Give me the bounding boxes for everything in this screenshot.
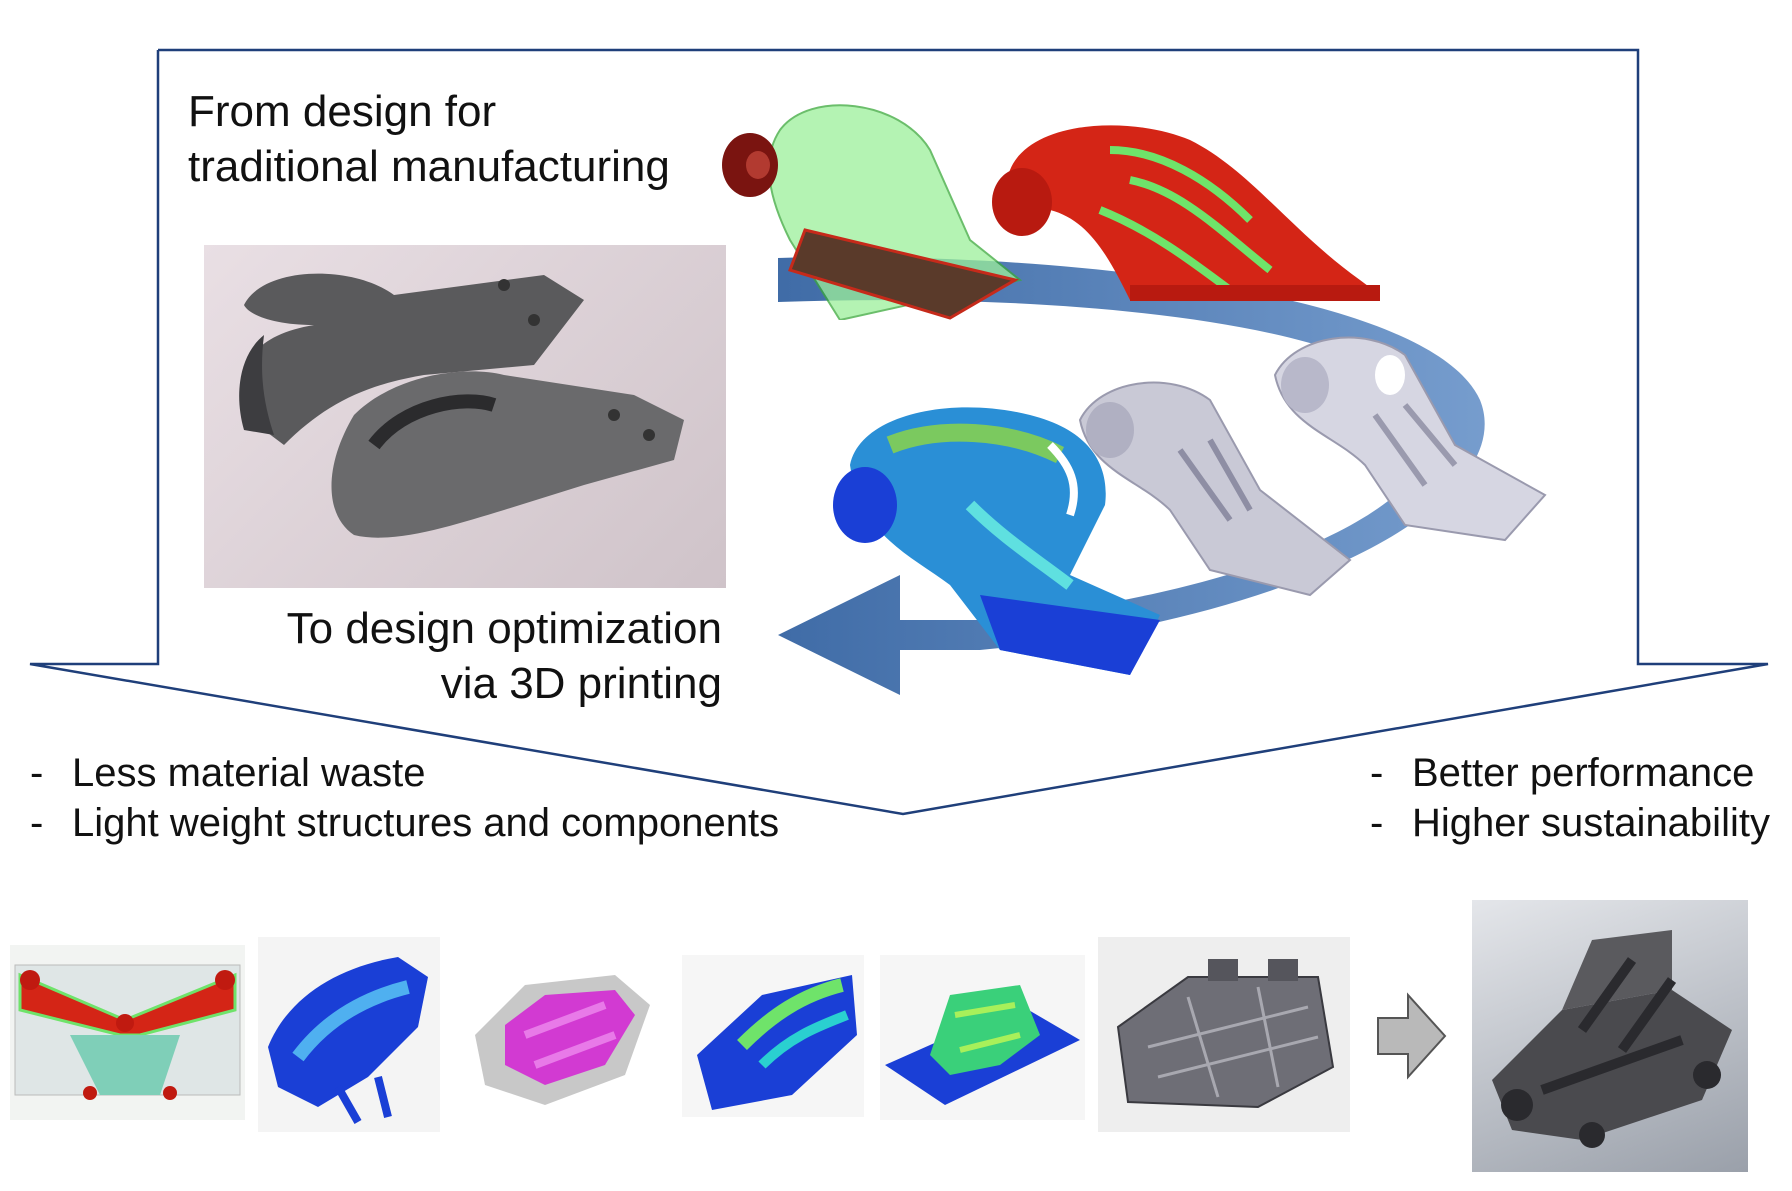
strip-render-2: [258, 937, 440, 1132]
left-bullet-1-text: Less material waste: [72, 751, 426, 795]
bullet-marker: -: [30, 751, 44, 795]
mesh-design-render: [720, 90, 1030, 320]
bullet-marker: -: [1370, 801, 1384, 845]
to-line-2: via 3D printing: [440, 659, 722, 708]
optimized-gray-render-1: [1060, 360, 1360, 600]
strip-render-5: [880, 955, 1085, 1120]
fea-blue-render: [830, 385, 1210, 675]
topology-stress-render: [990, 110, 1390, 315]
bullet-marker: -: [30, 801, 44, 845]
from-line-2: traditional manufacturing: [188, 142, 670, 191]
right-bullet-1: - Better performance: [1370, 748, 1754, 798]
right-bullet-1-text: Better performance: [1412, 751, 1755, 795]
to-line-1: To design optimization: [286, 604, 722, 653]
strip-render-1: [10, 945, 245, 1120]
bullet-marker: -: [1370, 751, 1384, 795]
right-bullet-2-text: Higher sustainability: [1412, 801, 1770, 845]
printed-part-photo: [1472, 900, 1748, 1172]
left-bullet-1: - Less material waste: [30, 748, 425, 798]
left-bullet-2: - Light weight structures and components: [30, 798, 779, 848]
strip-render-6: [1098, 937, 1350, 1132]
optimized-gray-render-2: [1255, 315, 1555, 555]
from-line-1: From design for: [188, 87, 497, 136]
strip-render-3: [465, 945, 660, 1115]
right-bullet-2: - Higher sustainability: [1370, 798, 1770, 848]
bracket-photo: [204, 245, 726, 588]
strip-render-4: [682, 955, 864, 1117]
left-bullet-2-text: Light weight structures and components: [72, 801, 780, 845]
